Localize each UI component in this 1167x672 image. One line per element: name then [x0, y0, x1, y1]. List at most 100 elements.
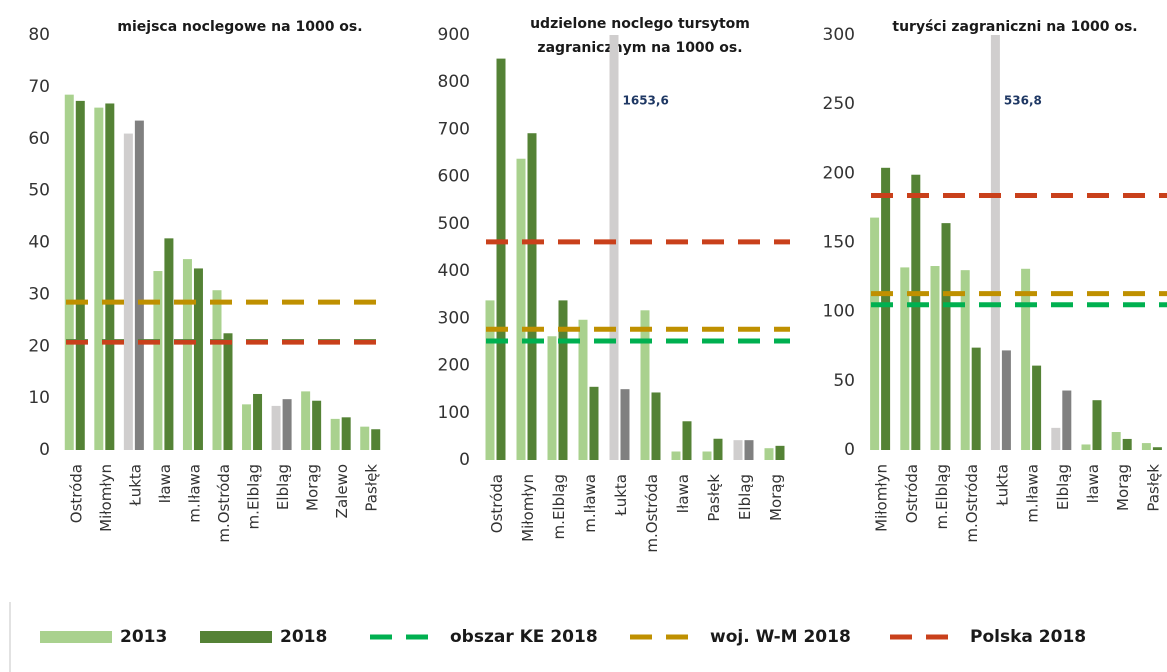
x-tick-label: Morąg [1114, 464, 1132, 511]
plot [64, 94, 385, 450]
bar [182, 259, 192, 450]
y-tick-label: 50 [833, 371, 855, 391]
x-tick-label: Elbląg [1054, 464, 1072, 510]
bar [341, 417, 351, 450]
bar [496, 58, 506, 460]
bar [900, 267, 910, 450]
bar [360, 426, 370, 450]
bar [134, 120, 144, 450]
x-tick-label: Pasłęk [1144, 464, 1162, 512]
x-tick-label: Ostróda [488, 474, 506, 533]
y-tick-label: 60 [28, 129, 50, 149]
legend-label: 2013 [120, 627, 167, 647]
bar [223, 333, 233, 450]
bar [330, 418, 340, 450]
bar [547, 336, 557, 460]
y-tick-label: 500 [438, 214, 470, 234]
bar [640, 310, 650, 460]
x-tick-label: Łukta [126, 464, 144, 507]
bar [1051, 427, 1061, 450]
y-tick-label: 100 [823, 302, 855, 322]
y-tick-label: 300 [823, 25, 855, 45]
bar [212, 290, 222, 450]
bar [775, 445, 785, 460]
y-tick-label: 300 [438, 308, 470, 328]
x-tick-label: Pasłęk [363, 464, 381, 512]
bar [1141, 443, 1151, 450]
x-tick-label: Iława [1084, 464, 1102, 503]
bar [485, 300, 495, 460]
y-tick-label: 0 [39, 440, 50, 460]
x-tick-label: m.Ostróda [963, 464, 981, 543]
y-tick-label: 50 [28, 181, 50, 201]
bar [105, 103, 115, 450]
y-tick-label: 250 [823, 94, 855, 114]
bar [312, 400, 322, 450]
y-tick-label: 80 [28, 25, 50, 45]
bar [558, 300, 568, 460]
bar [1152, 447, 1162, 450]
bar [94, 107, 104, 450]
x-tick-label: Miłomłyn [519, 474, 537, 542]
y-tick-label: 400 [438, 261, 470, 281]
x-tick-label: Łukta [612, 474, 630, 517]
bar [301, 391, 311, 450]
x-tick-label: m.Iława [185, 464, 203, 523]
bar [881, 167, 891, 450]
bar [242, 404, 252, 450]
legend-swatch [40, 631, 112, 643]
bar [930, 266, 940, 450]
legend-swatch [200, 631, 272, 643]
bar [253, 393, 263, 450]
y-tick-label: 900 [438, 25, 470, 45]
y-tick-label: 10 [28, 388, 50, 408]
bar [620, 389, 630, 460]
x-tick-label: Morąg [767, 474, 785, 521]
bar [870, 217, 880, 450]
plot [870, 35, 1167, 450]
chart-title: udzielone noclego tursytom [530, 16, 750, 32]
bar [578, 319, 588, 460]
plot [485, 35, 790, 460]
y-tick-label: 0 [844, 440, 855, 460]
x-tick-label: m.Elbląg [245, 464, 263, 529]
x-tick-label: Elbląg [736, 474, 754, 520]
bar [282, 399, 292, 450]
y-tick-label: 150 [823, 233, 855, 253]
bar [941, 223, 951, 450]
x-tick-label: Miłomłyn [97, 464, 115, 532]
legend-label: woj. W-M 2018 [710, 627, 851, 647]
x-tick-label: m.Elbląg [933, 464, 951, 529]
bar [1081, 444, 1091, 450]
x-tick-label: Iława [156, 464, 174, 503]
chart-title: miejsca noclegowe na 1000 os. [117, 19, 362, 35]
y-tick-label: 200 [823, 163, 855, 183]
legend-label: Polska 2018 [970, 627, 1086, 647]
bar [971, 347, 981, 450]
bar [371, 429, 381, 450]
bar [960, 270, 970, 450]
bar [764, 448, 774, 460]
x-tick-label: Ostróda [67, 464, 85, 523]
bar [671, 451, 681, 460]
y-tick-label: 100 [438, 403, 470, 423]
bar [64, 94, 74, 450]
bar [609, 35, 619, 460]
chart-title: turyści zagraniczni na 1000 os. [892, 19, 1137, 35]
x-tick-label: Zalewo [333, 464, 351, 518]
x-tick-label: Pasłęk [705, 474, 723, 522]
x-tick-label: m.Ostróda [215, 464, 233, 543]
bar [651, 392, 661, 460]
bar [589, 386, 599, 460]
bar [75, 100, 85, 450]
x-tick-label: m.Elbląg [550, 474, 568, 539]
legend-label: 2018 [280, 627, 327, 647]
x-tick-label: Łukta [993, 464, 1011, 507]
x-tick-label: Elbląg [274, 464, 292, 510]
chart-title: zagranicznym na 1000 os. [537, 40, 742, 56]
bar [733, 440, 743, 460]
x-tick-label: Iława [674, 474, 692, 513]
y-tick-label: 200 [438, 356, 470, 376]
bar [1021, 268, 1031, 450]
